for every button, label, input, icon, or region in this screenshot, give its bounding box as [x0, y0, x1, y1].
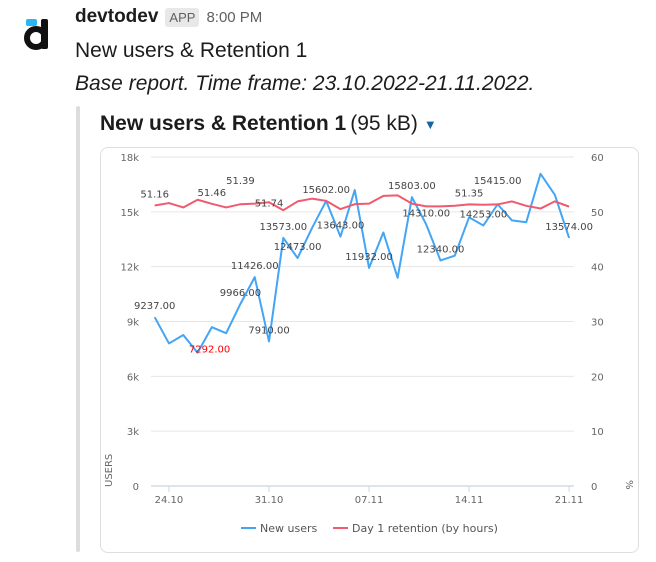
data-label: 13643.00 [317, 221, 365, 232]
y2-tick-label: 40 [591, 263, 604, 274]
x-tick-label: 21.11 [555, 495, 584, 506]
timestamp[interactable]: 8:00 PM [206, 8, 263, 26]
data-label: 51.39 [226, 176, 255, 187]
x-tick-label: 31.10 [255, 495, 284, 506]
y2-tick-label: 0 [591, 482, 597, 493]
y2-tick-label: 10 [591, 427, 604, 438]
y-tick-label: 18k [120, 153, 139, 164]
data-label: 51.74 [255, 198, 284, 209]
y-tick-label: 12k [120, 263, 139, 274]
y-tick-label: 9k [127, 318, 139, 329]
y2-axis-label: % [623, 480, 634, 490]
x-tick-label: 07.11 [355, 495, 384, 506]
data-label: 11932.00 [345, 252, 393, 263]
chart-image[interactable] [100, 147, 639, 553]
data-label: 7292.00 [189, 345, 230, 356]
data-label: 14253.00 [460, 209, 508, 220]
new-users-line [153, 172, 571, 354]
data-label: 11426.00 [231, 261, 279, 272]
data-label: 7910.00 [248, 325, 289, 336]
legend-retention-label: Day 1 retention (by hours) [352, 522, 498, 535]
data-label: 15415.00 [474, 176, 522, 187]
attachment-name[interactable]: New users & Retention 1 [100, 112, 347, 135]
data-label: 13573.00 [259, 222, 307, 233]
y-axis-label: USERS [104, 454, 115, 487]
caret-down-icon[interactable]: ▼ [423, 116, 437, 132]
data-label: 15602.00 [302, 185, 350, 196]
y2-tick-label: 50 [591, 208, 604, 219]
devtodev-logo-icon [24, 19, 48, 50]
y2-tick-label: 60 [591, 153, 604, 164]
data-label: 9966.00 [220, 288, 261, 299]
data-label: 9237.00 [134, 301, 175, 312]
app-avatar[interactable] [9, 6, 63, 60]
y-tick-label: 15k [120, 208, 139, 219]
data-label: 15803.00 [388, 181, 436, 192]
legend-new-users-label: New users [260, 522, 317, 535]
x-tick-label: 24.10 [155, 495, 184, 506]
y-tick-label: 0 [133, 482, 139, 493]
data-label: 51.16 [140, 189, 169, 200]
message-title: New users & Retention 1 [75, 39, 308, 62]
data-label: 12473.00 [274, 242, 322, 253]
y2-tick-label: 20 [591, 372, 604, 383]
app-badge: APP [165, 7, 200, 27]
data-label: 12340.00 [417, 244, 465, 255]
attachment-size: (95 kB) [350, 112, 418, 135]
y-tick-label: 3k [127, 427, 139, 438]
data-label: 14310.00 [402, 208, 450, 219]
y-tick-label: 6k [127, 372, 139, 383]
data-label: 51.46 [198, 188, 227, 199]
attachment-bar [76, 106, 80, 552]
message-header: devtodev APP 8:00 PM [75, 6, 262, 28]
data-label: 13574.00 [545, 222, 593, 233]
x-tick-label: 14.11 [455, 495, 484, 506]
app-name[interactable]: devtodev [75, 6, 159, 27]
data-label: 51.35 [455, 188, 484, 199]
retention-line [154, 194, 570, 212]
attachment-header[interactable]: New users & Retention 1 (95 kB) ▼ [100, 112, 437, 136]
message-subtitle: Base report. Time frame: 23.10.2022-21.1… [75, 72, 535, 95]
y2-tick-label: 30 [591, 318, 604, 329]
